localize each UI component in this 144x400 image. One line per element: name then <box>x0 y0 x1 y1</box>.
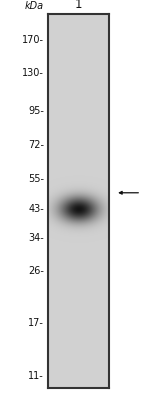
Text: kDa: kDa <box>25 1 44 11</box>
Text: 55-: 55- <box>28 174 44 184</box>
Text: 72-: 72- <box>28 140 44 150</box>
Text: 170-: 170- <box>22 35 44 45</box>
Text: 17-: 17- <box>28 318 44 328</box>
Text: 11-: 11- <box>28 371 44 381</box>
Text: 26-: 26- <box>28 266 44 276</box>
Text: 1: 1 <box>75 0 83 11</box>
Text: 130-: 130- <box>22 68 44 78</box>
Text: 34-: 34- <box>28 233 44 243</box>
Text: 43-: 43- <box>28 204 44 214</box>
Text: 95-: 95- <box>28 106 44 116</box>
